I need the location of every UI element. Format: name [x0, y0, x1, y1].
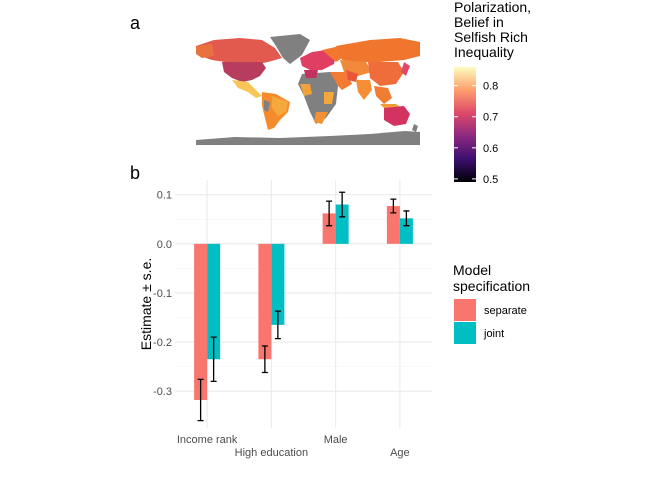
- y-tick-labels: 0.1 0.0 -0.1 -0.2 -0.3: [153, 190, 172, 398]
- map-brazil: [272, 96, 288, 116]
- map-new-zealand: [412, 124, 418, 132]
- map-russia: [336, 38, 420, 62]
- y-tick-label: -0.3: [153, 386, 172, 398]
- legend-items: separate joint: [454, 299, 527, 344]
- legend-label-joint: joint: [483, 328, 504, 340]
- colorbar-title-line-2: Belief in: [454, 14, 504, 30]
- panel-a-tag: a: [130, 13, 141, 33]
- error-bar-separate: [197, 378, 204, 422]
- error-bar-joint: [210, 336, 217, 382]
- map-andes-nodata: [264, 100, 270, 112]
- bar-joint: [335, 204, 349, 244]
- legend-title-line-1: Model: [453, 262, 491, 278]
- x-tick-label: High education: [235, 447, 308, 459]
- world-map: [196, 34, 420, 145]
- map-se-asia: [374, 86, 392, 104]
- map-antarctica: [196, 131, 420, 145]
- colorbar-tick-label: 0.7: [483, 112, 498, 124]
- y-tick-label: -0.1: [153, 288, 172, 300]
- map-india: [356, 80, 372, 100]
- y-tick-label: 0.0: [157, 239, 172, 251]
- y-axis-label: Estimate ± s.e.: [138, 258, 154, 351]
- bar-separate: [194, 243, 208, 401]
- map-africa-east: [324, 92, 334, 104]
- error-bar-joint: [274, 310, 281, 340]
- colorbar-tick-label: 0.8: [483, 81, 498, 93]
- map-north-africa: [304, 70, 318, 78]
- colorbar-ticks: 0.8 0.7 0.6 0.5: [454, 81, 498, 186]
- y-tick-label: -0.2: [153, 337, 172, 349]
- panel-b-tag: b: [130, 163, 140, 183]
- colorbar-tick-label: 0.5: [483, 174, 498, 186]
- bar-joint: [399, 218, 413, 244]
- legend-key-separate: [454, 299, 476, 321]
- colorbar: [454, 67, 476, 182]
- map-china: [368, 62, 404, 86]
- map-iran: [346, 70, 358, 82]
- error-bars: [197, 191, 410, 422]
- colorbar-title-line-3: Selfish Rich: [454, 29, 528, 45]
- colorbar-title-line-1: Polarization,: [454, 0, 531, 15]
- bar-separate: [386, 206, 400, 244]
- bar-joint: [207, 243, 221, 360]
- colorbar-title-line-4: Inequality: [454, 44, 514, 60]
- map-greenland: [270, 34, 310, 64]
- bar-separate: [258, 243, 272, 360]
- legend-key-joint: [454, 322, 476, 344]
- error-bar-separate: [326, 200, 333, 227]
- map-alaska: [196, 44, 214, 58]
- x-tick-label: Male: [324, 434, 348, 446]
- error-bar-separate: [390, 198, 397, 214]
- bars: [194, 204, 413, 401]
- x-tick-label: Income rank: [177, 434, 238, 446]
- y-tick-label: 0.1: [157, 190, 172, 202]
- map-australia: [384, 106, 410, 126]
- legend-title-line-2: specification: [453, 278, 530, 294]
- map-japan: [401, 62, 410, 76]
- map-middle-east: [330, 72, 352, 90]
- map-canada: [196, 38, 282, 64]
- error-bar-joint: [339, 191, 346, 218]
- x-tick-label: Age: [390, 447, 410, 459]
- map-south-africa: [314, 112, 328, 124]
- map-europe: [300, 50, 336, 70]
- map-africa-west: [300, 84, 312, 96]
- bar-separate: [322, 213, 336, 244]
- legend-label-separate: separate: [484, 305, 527, 317]
- error-bar-joint: [403, 210, 410, 227]
- map-usa: [222, 62, 266, 82]
- bar-joint: [271, 243, 285, 325]
- map-mexico: [232, 80, 262, 98]
- error-bar-separate: [261, 345, 268, 374]
- colorbar-tick-label: 0.6: [483, 143, 498, 155]
